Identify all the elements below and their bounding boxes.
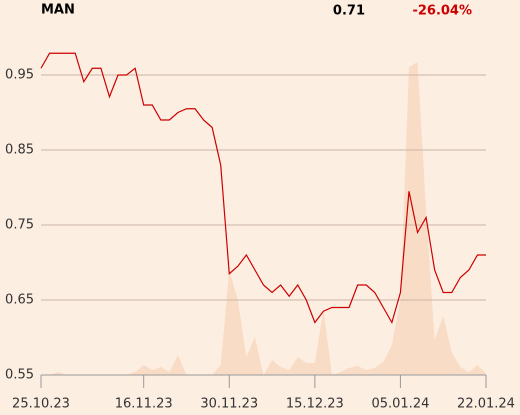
y-tick-label: 0.85 xyxy=(5,143,34,158)
x-tick-label: 05.01.24 xyxy=(371,397,429,412)
y-tick-label: 0.65 xyxy=(5,293,34,308)
x-tick-label: 15.12.23 xyxy=(286,397,344,412)
y-tick-label: 0.75 xyxy=(5,218,34,233)
y-tick-label: 0.55 xyxy=(5,368,34,383)
last-price: 0.71 xyxy=(333,4,365,19)
chart-title: MAN xyxy=(41,3,75,18)
price-line xyxy=(40,52,486,325)
x-tick-label: 22.01.24 xyxy=(457,397,515,412)
volume-area xyxy=(41,62,486,375)
change: -26.04% xyxy=(412,4,472,19)
x-tick-label: 16.11.23 xyxy=(115,397,173,412)
x-tick-label: 30.11.23 xyxy=(200,397,258,412)
x-tick-label: 25.10.23 xyxy=(12,397,70,412)
y-tick-label: 0.95 xyxy=(5,68,34,83)
